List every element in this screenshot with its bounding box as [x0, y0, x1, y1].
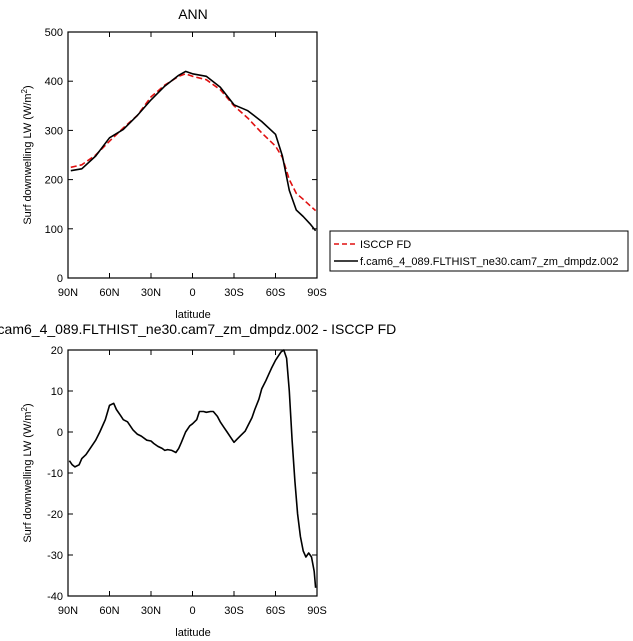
- top-chart-series: [70, 70, 317, 232]
- x-tick-label: 30S: [224, 605, 244, 617]
- y-tick-label: -20: [47, 509, 63, 521]
- y-tick-label: 500: [45, 27, 63, 39]
- y-tick-label: 100: [45, 224, 63, 236]
- top-chart-legend: ISCCP FD f.cam6_4_089.FLTHIST_ne30.cam7_…: [329, 230, 629, 272]
- y-tick-label: 300: [45, 125, 63, 137]
- bottom-chart-title: f.cam6_4_089.FLTHIST_ne30.cam7_zm_dmpdz.…: [0, 321, 396, 337]
- x-tick-label: 60N: [99, 287, 119, 299]
- y-tick-label: -30: [47, 550, 63, 562]
- y-tick-label: 20: [51, 345, 63, 357]
- x-tick-label: 90S: [307, 605, 327, 617]
- bottom-chart-ylabel-sup: 2: [20, 406, 29, 411]
- y-tick-label: 10: [51, 386, 63, 398]
- x-tick-label: 90N: [58, 605, 78, 617]
- bottom-chart: f.cam6_4_089.FLTHIST_ne30.cam7_zm_dmpdz.…: [0, 321, 396, 639]
- x-tick-label: 60S: [266, 605, 286, 617]
- legend-label-model: f.cam6_4_089.FLTHIST_ne30.cam7_zm_dmpdz.…: [360, 256, 618, 268]
- y-tick-label: 200: [45, 175, 63, 187]
- x-tick-label: 60N: [99, 605, 119, 617]
- x-tick-label: 90N: [58, 287, 78, 299]
- y-tick-label: 400: [45, 76, 63, 88]
- top-chart-ylabel-sup: 2: [20, 88, 29, 93]
- legend-label-isccp: ISCCP FD: [360, 239, 411, 251]
- top-chart-ticks: 90N 60N 30N 0 30S 60S 90S 0 100 200 300 400 500: [45, 27, 327, 299]
- x-tick-label: 0: [189, 287, 195, 299]
- bottom-chart-xlabel: latitude: [175, 627, 210, 639]
- x-tick-label: 30N: [141, 605, 161, 617]
- x-tick-label: 60S: [266, 287, 286, 299]
- legend-box: [329, 230, 629, 272]
- top-chart-title: ANN: [178, 6, 208, 22]
- x-tick-label: 30S: [224, 287, 244, 299]
- x-tick-label: 0: [189, 605, 195, 617]
- y-tick-label: -10: [47, 468, 63, 480]
- bottom-chart-series: [68, 349, 317, 588]
- x-tick-label: 30N: [141, 287, 161, 299]
- bottom-chart-ticks: 90N 60N 30N 0 30S 60S 90S -40 -30 -20 -10 0 10 20: [47, 345, 327, 617]
- bottom-chart-ylabel-close: ): [22, 403, 34, 407]
- series-line-1: [70, 70, 317, 232]
- top-chart-ylabel-main: Surf downwelling LW (W/m: [22, 93, 34, 224]
- y-tick-label: -40: [47, 591, 63, 603]
- series-line-0: [70, 73, 317, 212]
- bottom-chart-frame: [67, 349, 318, 597]
- bottom-chart-ylabel-main: Surf downwelling LW (W/m: [22, 411, 34, 542]
- top-chart-xlabel: latitude: [175, 309, 210, 321]
- bottom-chart-ylabel: Surf downwelling LW (W/m2): [20, 403, 34, 542]
- y-tick-label: 0: [57, 273, 63, 285]
- x-tick-label: 90S: [307, 287, 327, 299]
- series-line-0: [68, 349, 317, 588]
- top-chart-ylabel: Surf downwelling LW (W/m2): [20, 85, 34, 224]
- top-chart-frame: [67, 31, 318, 279]
- y-tick-label: 0: [57, 427, 63, 439]
- top-chart-ylabel-close: ): [22, 85, 34, 89]
- top-chart: ANN 90N 60N 30N 0 30S 60S 90S0100200300400500 …: [20, 6, 327, 321]
